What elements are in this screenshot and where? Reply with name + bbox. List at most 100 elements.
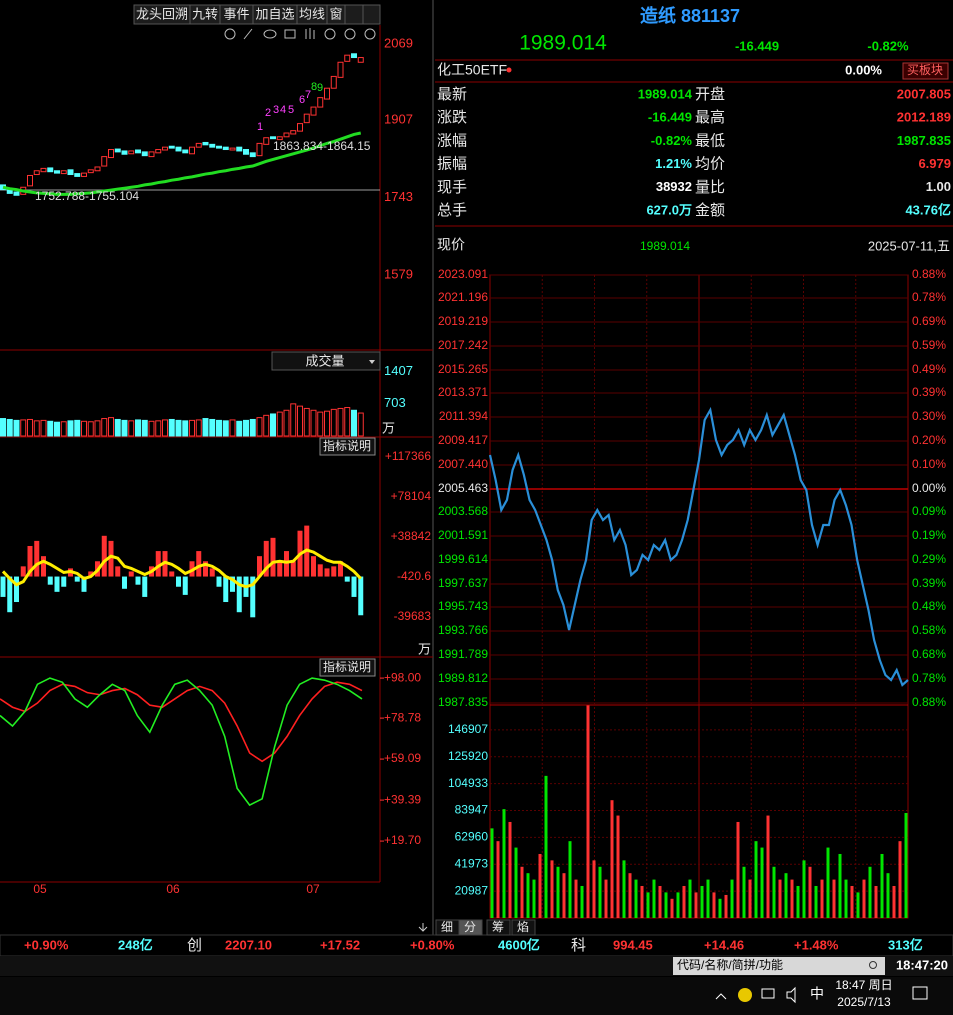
notification-icon[interactable] <box>912 986 928 1000</box>
volume-bar <box>880 853 884 918</box>
search-placeholder[interactable]: 代码/名称/简拼/功能 <box>677 957 783 972</box>
volume-bar <box>202 418 209 437</box>
volume-bar <box>236 420 243 437</box>
candle <box>243 149 249 155</box>
icon[interactable] <box>364 28 376 40</box>
pct-label: 0.30% <box>912 409 946 423</box>
tray-arrow[interactable] <box>715 993 727 1000</box>
icon[interactable] <box>224 28 236 40</box>
button[interactable] <box>902 62 949 80</box>
status-item: 313亿 <box>888 937 923 952</box>
download-icon[interactable] <box>418 923 428 932</box>
volume-bar <box>862 879 866 918</box>
button-label[interactable]: 买板块 <box>907 63 943 77</box>
toolbar-label[interactable]: 加自选 <box>255 6 294 21</box>
tab-label[interactable]: 焰 <box>517 919 529 934</box>
icon[interactable] <box>284 29 296 39</box>
y-tick-label: 125920 <box>448 749 488 763</box>
volume-bar <box>6 418 13 437</box>
tab[interactable] <box>511 919 536 936</box>
td-count: 4 <box>280 104 286 116</box>
y-tick-label: 2019.219 <box>438 314 488 328</box>
y-tick-label: 20987 <box>455 883 489 897</box>
field-value: -16.449 <box>648 110 692 125</box>
tab-label[interactable]: 细 <box>441 920 453 934</box>
field-value: 38932 <box>656 179 692 194</box>
network-icon[interactable] <box>761 988 775 999</box>
pct-label: 0.39% <box>912 385 946 399</box>
macd-bar <box>155 551 161 577</box>
panel-title[interactable]: 成交量 <box>305 353 344 368</box>
y-tick-label: 1579 <box>384 266 413 281</box>
x-tick-label: 05 <box>33 882 47 896</box>
unit: 万 <box>418 641 431 656</box>
status-item: 994.45 <box>613 937 653 952</box>
volume-bar <box>604 879 608 918</box>
field-label: 振幅 <box>437 156 467 173</box>
candle <box>351 53 357 59</box>
macd-bar <box>108 540 114 577</box>
toolbar-label[interactable]: 事件 <box>223 6 249 21</box>
field-label: 最高 <box>695 109 725 126</box>
status-item: 248亿 <box>118 937 153 952</box>
indicator-button[interactable] <box>319 658 376 677</box>
tray-icon[interactable] <box>738 988 752 1002</box>
dropdown-arrow <box>369 360 375 364</box>
candle <box>60 170 67 175</box>
y-tick-label: +38842 <box>391 529 432 543</box>
icon[interactable] <box>243 28 253 40</box>
macd-bar <box>358 576 364 616</box>
indicator-button-label[interactable]: 指标说明 <box>323 659 371 674</box>
icon[interactable] <box>305 28 315 39</box>
volume-bar <box>622 860 626 918</box>
pct-label: 0.88% <box>912 695 946 709</box>
pct-label: 0.88% <box>912 267 946 281</box>
status-item: +0.80% <box>410 937 455 952</box>
volume-bar <box>730 879 734 918</box>
volume-icon[interactable] <box>786 986 796 1004</box>
y-tick-label: 2013.371 <box>438 385 488 399</box>
tab[interactable] <box>486 919 511 936</box>
volume-bar <box>742 866 746 918</box>
tab-label[interactable]: 筹 <box>492 920 504 934</box>
search-icon[interactable] <box>869 961 877 969</box>
field-value: 43.76亿 <box>905 202 951 217</box>
dropdown[interactable] <box>271 351 381 371</box>
ime[interactable]: 中 <box>810 986 824 1002</box>
volume-bar <box>676 892 680 918</box>
candle <box>310 106 317 116</box>
toolbar-button[interactable] <box>362 4 381 25</box>
toolbar-label[interactable]: 均线 <box>299 6 325 21</box>
icon[interactable] <box>263 29 277 39</box>
pct-label: 0.10% <box>912 457 946 471</box>
volume-bar <box>243 419 249 437</box>
volume-bar <box>514 847 518 918</box>
volume-bar <box>820 879 824 918</box>
candle <box>317 97 324 108</box>
candle <box>344 54 351 62</box>
pct-label: 0.48% <box>912 599 946 613</box>
volume-bar <box>724 894 728 918</box>
candle <box>297 123 303 132</box>
candle <box>33 170 40 176</box>
volume-bar <box>574 879 578 918</box>
indicator-button-label[interactable]: 指标说明 <box>323 438 371 453</box>
indicator-button[interactable] <box>319 437 376 456</box>
toolbar-button[interactable] <box>344 4 364 25</box>
field-label: 均价 <box>695 156 725 173</box>
tab[interactable] <box>458 919 483 936</box>
search-box[interactable] <box>673 957 885 975</box>
macd-bar <box>41 556 46 577</box>
toolbar-label[interactable]: 龙头回溯 <box>136 6 188 21</box>
icon[interactable] <box>344 28 356 40</box>
volume-bar <box>67 420 74 437</box>
icon[interactable] <box>324 28 336 40</box>
tab-label[interactable]: 分 <box>464 920 476 934</box>
macd-bar <box>88 571 94 577</box>
macd-bar <box>101 535 107 577</box>
toolbar-label[interactable]: 九转 <box>192 6 218 21</box>
pct-label: 0.59% <box>912 338 946 352</box>
toolbar-label[interactable]: 窗 <box>329 6 342 21</box>
volume-bar <box>330 408 337 437</box>
macd-bar <box>277 561 283 577</box>
